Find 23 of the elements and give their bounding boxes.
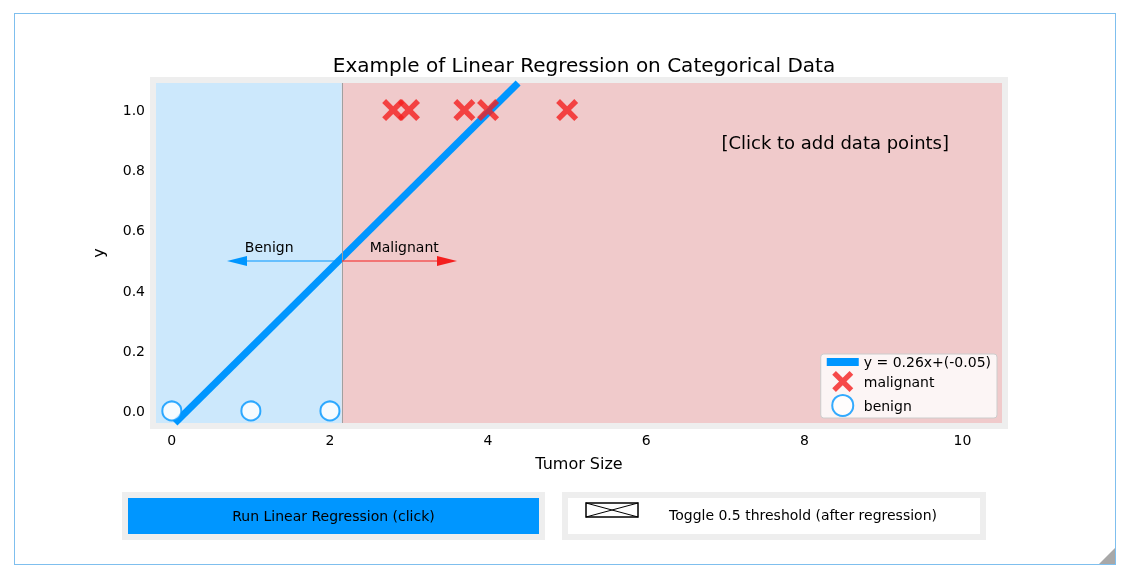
- y-tick-label: 0.2: [122, 342, 145, 359]
- x-tick-label: 10: [953, 432, 972, 448]
- x-tick-label: 0: [167, 432, 177, 448]
- button: Run Linear Regression (click): [122, 492, 545, 540]
- legend-label: malignant: [863, 373, 935, 390]
- y-axis-title: y: [88, 248, 108, 258]
- x-tick-label: 8: [799, 432, 809, 448]
- x-tick-label: 4: [483, 432, 493, 448]
- chart-title: Example of Linear Regression on Categorical Data: [332, 53, 836, 77]
- y-tick-label: 0.4: [122, 282, 146, 299]
- x-tick-label: 6: [641, 432, 651, 448]
- y-tick-label: 0.0: [122, 402, 145, 419]
- legend-label: benign: [863, 397, 912, 414]
- y-tick-label: 0.6: [122, 222, 146, 239]
- y-tick-label: 1.0: [122, 102, 145, 119]
- legend-label: y = 0.26x+(-0.05): [863, 354, 992, 370]
- annotation: Malignant: [369, 238, 440, 255]
- annotation: [Click to add data points]: [721, 131, 949, 153]
- annotation: Benign: [244, 238, 294, 255]
- x-tick-label: 2: [325, 432, 335, 448]
- y-tick-label: 0.8: [122, 162, 145, 179]
- x-axis-title: Tumor Size: [534, 453, 623, 473]
- checkbox-option: Toggle 0.5 threshold (after regression): [562, 492, 986, 540]
